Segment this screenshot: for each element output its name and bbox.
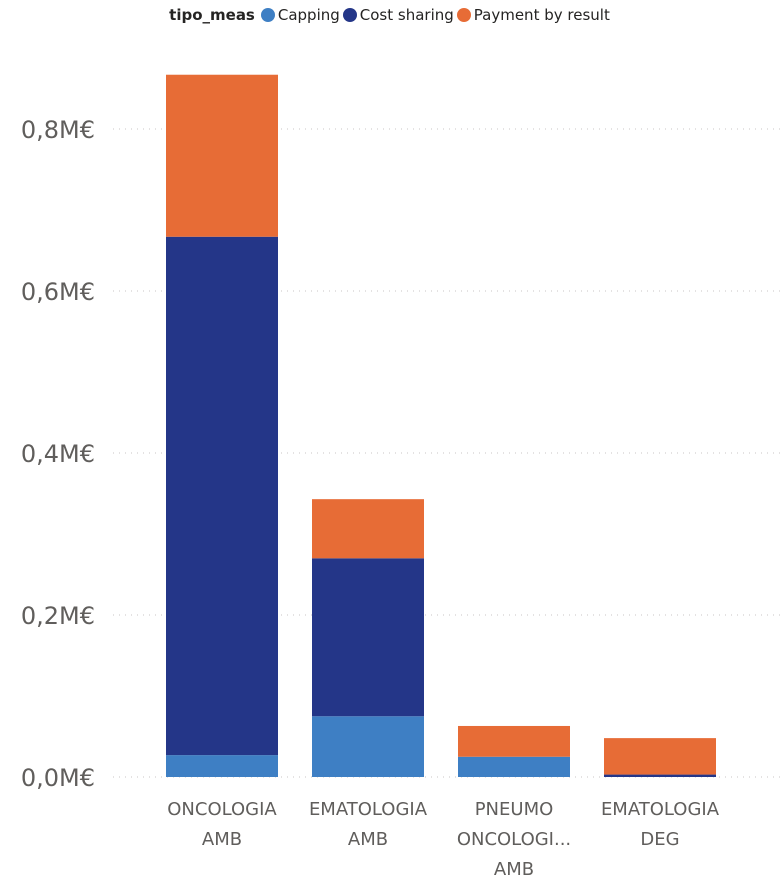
x-tick-label: AMB	[202, 829, 242, 850]
y-tick-label: 0,2M€	[21, 602, 95, 630]
y-tick-label: 0,0M€	[21, 764, 95, 792]
bar-segment	[166, 755, 278, 777]
bar-segment	[312, 558, 424, 716]
x-tick-label: PNEUMO	[475, 799, 554, 820]
bar-segment	[166, 75, 278, 237]
y-tick-label: 0,8M€	[21, 116, 95, 144]
y-tick-label: 0,4M€	[21, 440, 95, 468]
x-tick-label: EMATOLOGIA	[309, 799, 428, 820]
x-tick-label: ONCOLOGIA	[167, 799, 277, 820]
bar-segment	[166, 237, 278, 755]
bar-segment	[604, 738, 716, 774]
x-tick-label: AMB	[494, 859, 534, 879]
bar-segment	[458, 757, 570, 777]
bar-segment	[312, 716, 424, 777]
x-tick-label: AMB	[348, 829, 388, 850]
y-tick-label: 0,6M€	[21, 278, 95, 306]
bar-segment	[458, 726, 570, 757]
x-tick-label: EMATOLOGIA	[601, 799, 720, 820]
bar-segment	[312, 499, 424, 558]
bar-segment	[604, 775, 716, 777]
x-tick-label: ONCOLOGI...	[457, 829, 571, 850]
x-tick-label: DEG	[640, 829, 679, 850]
